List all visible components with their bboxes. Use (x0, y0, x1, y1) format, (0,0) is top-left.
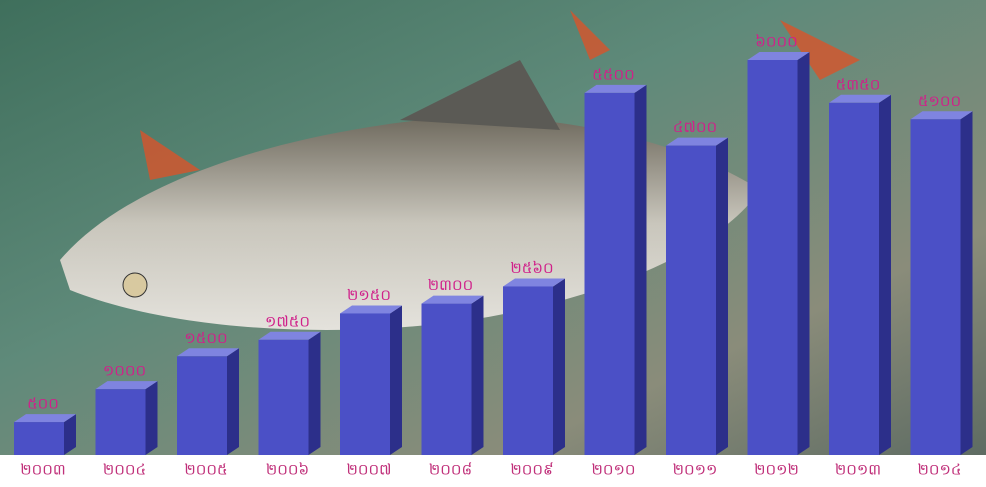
value-label: ៥៥០០ (592, 65, 634, 83)
x-tick-label: ២០០៤ (103, 461, 146, 479)
value-label: ៥៣៥០ (836, 75, 881, 93)
bar (340, 313, 390, 455)
bar-top (177, 348, 239, 357)
bar-side (716, 137, 728, 456)
x-tick-label: ២០០៣ (20, 461, 65, 479)
x-tick-label: ២០០៨ (429, 461, 472, 479)
bar-side (797, 52, 810, 455)
value-label: ៤៧០០ (673, 118, 717, 136)
x-tick-label: ២០០៩ (510, 461, 553, 479)
value-label: ១៥០០ (184, 329, 227, 347)
bar (747, 60, 798, 455)
bar-top (421, 295, 484, 304)
x-tick-label: ២០០៧ (347, 461, 392, 479)
bar (421, 303, 472, 455)
value-label: ២៣០០ (428, 276, 473, 294)
x-tick-label: ២០១៤ (918, 461, 962, 479)
bar (829, 102, 879, 456)
small-fish (140, 10, 860, 180)
bar-side (390, 305, 402, 455)
bar (14, 422, 64, 455)
bar (910, 119, 961, 455)
bar-top (95, 381, 158, 390)
bar-side (960, 111, 973, 455)
bar (666, 145, 716, 456)
x-tick-label: ២០១១ (673, 461, 718, 479)
bar-top (503, 278, 565, 287)
bar-top (584, 84, 647, 93)
bar (95, 389, 146, 455)
bar-side (634, 84, 647, 456)
value-label: ៦០០០ (755, 33, 797, 51)
value-label: ១០០០ (103, 362, 146, 380)
bar-side (553, 278, 565, 455)
bar (503, 286, 553, 455)
value-label: ៥១០០ (918, 92, 961, 110)
bar-top (258, 331, 321, 340)
bar-top (829, 94, 891, 103)
bar-top (340, 305, 402, 314)
value-label: ៥០០ (27, 395, 59, 413)
fish-eye (122, 272, 148, 298)
bar (258, 339, 309, 455)
bar (177, 356, 227, 455)
bar-side (64, 414, 76, 455)
x-tick-label: ២០០៦ (266, 461, 309, 479)
bar (584, 92, 635, 456)
bar-side (471, 295, 484, 455)
x-tick-label: ២០១០ (592, 461, 636, 479)
label-strip (0, 455, 986, 483)
bar-side (879, 94, 891, 456)
bar-side (308, 331, 321, 455)
x-tick-label: ២០១២ (754, 461, 799, 479)
bar-top (910, 111, 973, 120)
bar-top (666, 137, 728, 146)
bar-top (747, 52, 810, 60)
fish-fin (400, 60, 560, 130)
value-label: ២៥៦០ (510, 259, 553, 277)
bar-side (227, 348, 239, 455)
bar-side (145, 381, 158, 455)
bar-top (14, 414, 76, 423)
value-label: ១៧៥០ (265, 312, 310, 330)
x-tick-label: ២០១៣ (835, 461, 881, 479)
value-label: ២១៥០ (347, 286, 391, 304)
x-tick-label: ២០០៥ (184, 461, 227, 479)
